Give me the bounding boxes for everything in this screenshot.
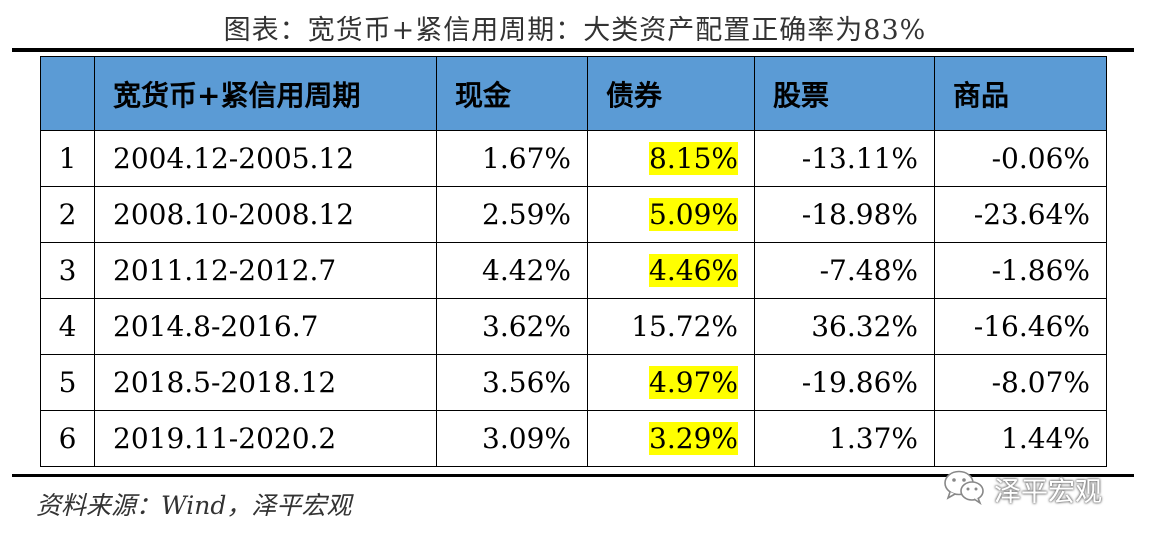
header-commodity: 商品 — [934, 56, 1107, 131]
wechat-icon — [942, 467, 986, 512]
period-cell: 2014.8-2016.7 — [94, 298, 437, 355]
commodity-cell: -0.06% — [934, 130, 1107, 187]
cash-cell: 4.42% — [436, 242, 588, 299]
stock-cell: -19.86% — [754, 354, 935, 411]
period-cell: 2019.11-2020.2 — [94, 410, 437, 467]
table-row: 5 2018.5-2018.12 3.56% 4.97% -19.86% -8.… — [40, 354, 1107, 411]
table-row: 3 2011.12-2012.7 4.42% 4.46% -7.48% -1.8… — [40, 242, 1107, 299]
cash-cell: 3.62% — [436, 298, 588, 355]
commodity-cell: -23.64% — [934, 186, 1107, 243]
bond-cell: 8.15% — [587, 130, 755, 187]
period-cell: 2011.12-2012.7 — [94, 242, 437, 299]
table-row: 1 2004.12-2005.12 1.67% 8.15% -13.11% -0… — [40, 130, 1107, 187]
table-title: 图表：宽货币+紧信用周期：大类资产配置正确率为83% — [223, 15, 927, 46]
table-row: 2 2008.10-2008.12 2.59% 5.09% -18.98% -2… — [40, 186, 1107, 243]
bottom-rule — [12, 474, 1134, 477]
stock-cell: -18.98% — [754, 186, 935, 243]
bond-cell: 4.46% — [587, 242, 755, 299]
bond-cell: 5.09% — [587, 186, 755, 243]
row-index: 4 — [40, 298, 95, 355]
commodity-cell: -16.46% — [934, 298, 1107, 355]
watermark-text: 泽平宏观 — [994, 476, 1102, 508]
header-cash: 现金 — [436, 56, 588, 131]
header-stock: 股票 — [754, 56, 935, 131]
bond-cell: 4.97% — [587, 354, 755, 411]
source-note: 资料来源：Wind，泽平宏观 — [36, 491, 352, 520]
header-bond: 债券 — [587, 56, 755, 131]
bond-value-highlighted: 8.15% — [649, 142, 738, 175]
header-row: 宽货币+紧信用周期 现金 债券 股票 商品 — [40, 56, 1107, 131]
top-rule — [12, 48, 1134, 52]
row-index: 5 — [40, 354, 95, 411]
stock-cell: 36.32% — [754, 298, 935, 355]
stock-cell: -13.11% — [754, 130, 935, 187]
period-cell: 2008.10-2008.12 — [94, 186, 437, 243]
period-cell: 2004.12-2005.12 — [94, 130, 437, 187]
bond-cell: 3.29% — [587, 410, 755, 467]
stock-cell: 1.37% — [754, 410, 935, 467]
cash-cell: 2.59% — [436, 186, 588, 243]
bond-cell: 15.72% — [587, 298, 755, 355]
row-index: 1 — [40, 130, 95, 187]
asset-allocation-table: 宽货币+紧信用周期 现金 债券 股票 商品 1 2004.12-2005.12 … — [40, 56, 1107, 467]
commodity-cell: -8.07% — [934, 354, 1107, 411]
stock-cell: -7.48% — [754, 242, 935, 299]
table-row: 6 2019.11-2020.2 3.09% 3.29% 1.37% 1.44% — [40, 410, 1107, 467]
cash-cell: 3.56% — [436, 354, 588, 411]
row-index: 2 — [40, 186, 95, 243]
header-index — [40, 56, 95, 131]
commodity-cell: -1.86% — [934, 242, 1107, 299]
bond-value-highlighted: 4.46% — [649, 254, 738, 287]
cash-cell: 1.67% — [436, 130, 588, 187]
bond-value-highlighted: 4.97% — [649, 366, 738, 399]
bond-value-highlighted: 3.29% — [649, 422, 738, 455]
row-index: 3 — [40, 242, 95, 299]
watermark: 泽平宏观 — [942, 466, 1102, 512]
bond-value-highlighted: 5.09% — [649, 198, 738, 231]
cash-cell: 3.09% — [436, 410, 588, 467]
header-period: 宽货币+紧信用周期 — [94, 56, 437, 131]
commodity-cell: 1.44% — [934, 410, 1107, 467]
period-cell: 2018.5-2018.12 — [94, 354, 437, 411]
table-row: 4 2014.8-2016.7 3.62% 15.72% 36.32% -16.… — [40, 298, 1107, 355]
row-index: 6 — [40, 410, 95, 467]
